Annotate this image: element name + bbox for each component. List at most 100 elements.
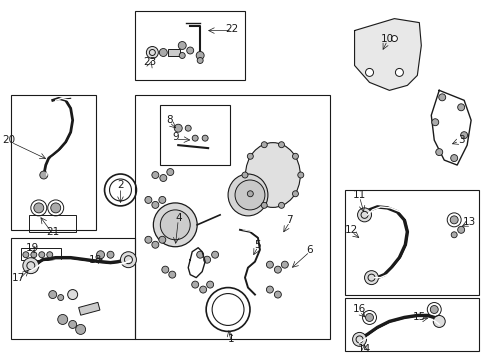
Circle shape [120, 252, 136, 268]
Bar [79, 302, 100, 315]
Bar [344, 298, 478, 351]
Circle shape [58, 294, 63, 301]
Circle shape [242, 172, 247, 178]
Circle shape [152, 171, 159, 179]
Text: 20: 20 [2, 135, 16, 145]
Text: 17: 17 [12, 273, 25, 283]
Circle shape [292, 191, 298, 197]
Text: 12: 12 [344, 225, 358, 235]
Bar [168, 49, 180, 57]
Text: 4: 4 [175, 213, 181, 223]
Circle shape [146, 46, 158, 58]
Circle shape [390, 36, 397, 41]
Circle shape [365, 314, 373, 321]
Circle shape [203, 256, 210, 263]
Circle shape [450, 154, 457, 162]
Text: 1: 1 [227, 334, 234, 345]
Circle shape [23, 252, 29, 258]
Circle shape [191, 281, 198, 288]
Circle shape [40, 171, 48, 179]
Ellipse shape [227, 174, 267, 216]
Circle shape [197, 58, 203, 63]
Circle shape [357, 208, 371, 222]
Circle shape [460, 132, 467, 139]
Text: 22: 22 [225, 24, 238, 33]
Circle shape [278, 202, 284, 208]
Ellipse shape [245, 143, 300, 207]
Circle shape [196, 51, 203, 59]
Text: 10: 10 [380, 33, 393, 44]
Circle shape [153, 203, 197, 247]
Text: 9: 9 [172, 132, 178, 142]
Text: 8: 8 [165, 115, 172, 125]
Circle shape [152, 241, 159, 248]
Text: 3: 3 [457, 135, 464, 145]
Circle shape [247, 153, 253, 159]
Circle shape [23, 258, 39, 274]
Circle shape [76, 324, 85, 334]
Text: 19: 19 [26, 243, 40, 253]
Circle shape [261, 142, 267, 148]
Bar [160, 105, 229, 165]
Circle shape [431, 119, 438, 126]
Circle shape [297, 172, 303, 178]
Circle shape [247, 191, 253, 197]
Circle shape [152, 201, 159, 208]
Circle shape [39, 252, 45, 258]
Bar [135, 11, 244, 80]
Circle shape [352, 332, 366, 346]
Circle shape [166, 168, 173, 176]
Circle shape [274, 291, 281, 298]
Circle shape [450, 232, 456, 238]
Circle shape [192, 135, 198, 141]
Circle shape [274, 266, 281, 273]
Circle shape [162, 266, 168, 273]
Circle shape [199, 286, 206, 293]
Circle shape [364, 271, 378, 285]
Circle shape [266, 261, 273, 268]
Text: 5: 5 [254, 240, 261, 250]
Text: 16: 16 [352, 305, 366, 315]
Text: 7: 7 [286, 215, 292, 225]
Circle shape [49, 291, 57, 298]
Circle shape [96, 251, 104, 259]
Circle shape [144, 197, 152, 203]
Text: 13: 13 [462, 217, 475, 227]
Text: 21: 21 [46, 227, 59, 237]
Circle shape [31, 252, 37, 258]
Circle shape [429, 306, 437, 314]
Circle shape [457, 104, 464, 111]
Text: 6: 6 [306, 245, 312, 255]
Circle shape [235, 180, 264, 210]
Bar [21, 248, 61, 260]
Circle shape [281, 261, 288, 268]
Circle shape [67, 289, 78, 300]
Circle shape [107, 251, 114, 258]
Bar [135, 95, 329, 339]
Circle shape [278, 142, 284, 148]
Circle shape [266, 286, 273, 293]
Circle shape [432, 315, 444, 328]
Bar [344, 190, 478, 294]
Circle shape [185, 125, 191, 131]
Text: 14: 14 [357, 345, 370, 354]
Text: 11: 11 [352, 190, 366, 200]
Circle shape [168, 271, 175, 278]
Circle shape [34, 203, 44, 213]
Circle shape [202, 135, 208, 141]
Circle shape [196, 251, 203, 258]
Circle shape [47, 252, 53, 258]
Circle shape [159, 197, 165, 203]
Circle shape [435, 149, 442, 156]
Circle shape [457, 226, 464, 233]
Circle shape [159, 236, 165, 243]
Circle shape [365, 68, 373, 76]
Circle shape [438, 94, 445, 101]
Text: 18: 18 [89, 255, 102, 265]
Text: 15: 15 [412, 312, 425, 323]
Circle shape [292, 153, 298, 159]
Circle shape [186, 47, 193, 54]
Circle shape [449, 216, 457, 224]
Text: 23: 23 [143, 58, 157, 67]
Circle shape [174, 124, 182, 132]
